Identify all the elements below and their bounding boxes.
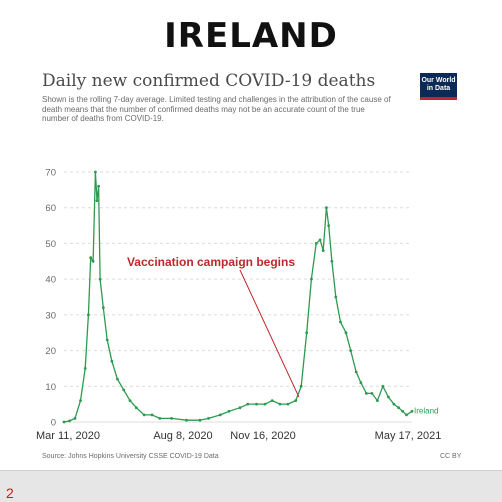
data-point (294, 399, 298, 402)
data-point (98, 277, 102, 281)
data-point (314, 242, 318, 245)
data-point (330, 259, 334, 263)
source-note: Source: Johns Hopkins University CSSE CO… (42, 453, 219, 460)
data-point (105, 338, 109, 342)
data-point (94, 170, 97, 174)
data-point (359, 381, 363, 385)
data-point (278, 402, 282, 406)
data-point (142, 413, 146, 417)
data-point (344, 331, 348, 335)
data-point (349, 349, 353, 352)
data-point (321, 249, 325, 253)
page-title: IRELAND (164, 16, 338, 56)
data-point (97, 184, 100, 188)
data-point (110, 359, 114, 363)
data-point (158, 417, 162, 420)
annotation-arrow (239, 269, 300, 398)
data-point (370, 392, 374, 395)
slide-frame: IRELAND Daily new confirmed COVID-19 dea… (35, 16, 462, 460)
data-point (405, 413, 408, 417)
data-point (122, 388, 126, 392)
data-point (365, 392, 368, 395)
data-point (401, 409, 404, 413)
data-point (376, 399, 379, 402)
x-tick-label: Aug 8, 2020 (153, 430, 212, 442)
data-point (263, 402, 267, 406)
license-label: CC BY (440, 453, 462, 460)
data-point (310, 277, 313, 281)
data-point (354, 370, 358, 374)
x-tick-label: May 17, 2021 (375, 430, 442, 442)
data-point (95, 199, 99, 203)
data-point (299, 384, 303, 388)
x-tick-label: Nov 16, 2020 (230, 430, 295, 442)
data-point (318, 238, 322, 242)
data-point (246, 402, 250, 406)
data-point (116, 377, 119, 381)
x-tick-label: Mar 11, 2020 (36, 430, 100, 442)
data-point (381, 384, 385, 388)
chart-svg: 0 10 20 30 40 50 60 70 Mar 11, 2020 Aug 8, 2020 No… (36, 168, 442, 443)
y-tick-label: 60 (45, 203, 56, 214)
data-point (73, 417, 77, 420)
chart-title: Daily new confirmed COVID-19 deaths (42, 71, 376, 91)
y-tick-label: 40 (45, 275, 56, 286)
data-point (185, 418, 188, 422)
data-point (305, 331, 309, 335)
data-point (79, 399, 82, 402)
data-point (198, 418, 202, 422)
data-point (89, 256, 93, 260)
page-number: 2 (6, 485, 14, 501)
annotation-label: Vaccination campaign begins (127, 255, 295, 269)
bottom-bar (0, 470, 502, 502)
data-point (270, 399, 274, 402)
y-tick-label: 0 (51, 418, 56, 429)
data-point (334, 295, 338, 299)
data-point (218, 413, 222, 417)
y-tick-label: 70 (45, 168, 56, 179)
owid-logo: Our World in Data (420, 73, 457, 100)
data-point (101, 306, 105, 310)
chart-subtitle: Shown is the rolling 7-day average. Limi… (42, 95, 391, 123)
data-point (62, 420, 66, 424)
data-point (410, 409, 414, 413)
data-point (83, 367, 87, 370)
data-point (286, 402, 290, 406)
logo-line-1: Our World (421, 77, 456, 84)
y-tick-label: 50 (45, 239, 56, 250)
data-point (207, 417, 210, 420)
data-point (325, 206, 328, 210)
y-tick-label: 10 (45, 382, 56, 393)
data-point (397, 406, 400, 410)
data-point (392, 402, 396, 406)
logo-line-2: in Data (426, 85, 451, 92)
data-point (87, 313, 90, 317)
data-point (238, 406, 242, 410)
data-point (134, 406, 138, 410)
data-point (91, 259, 95, 263)
data-point (68, 419, 71, 423)
series-label: Ireland (414, 406, 438, 415)
y-tick-label: 20 (45, 346, 56, 357)
series-line (63, 171, 413, 423)
data-point (227, 409, 231, 413)
data-point (128, 399, 132, 402)
data-point (327, 224, 331, 228)
data-point (150, 413, 154, 417)
y-tick-label: 30 (45, 310, 56, 321)
data-point (170, 417, 174, 420)
data-point (255, 402, 258, 406)
data-point (339, 320, 342, 324)
data-point (387, 395, 390, 399)
